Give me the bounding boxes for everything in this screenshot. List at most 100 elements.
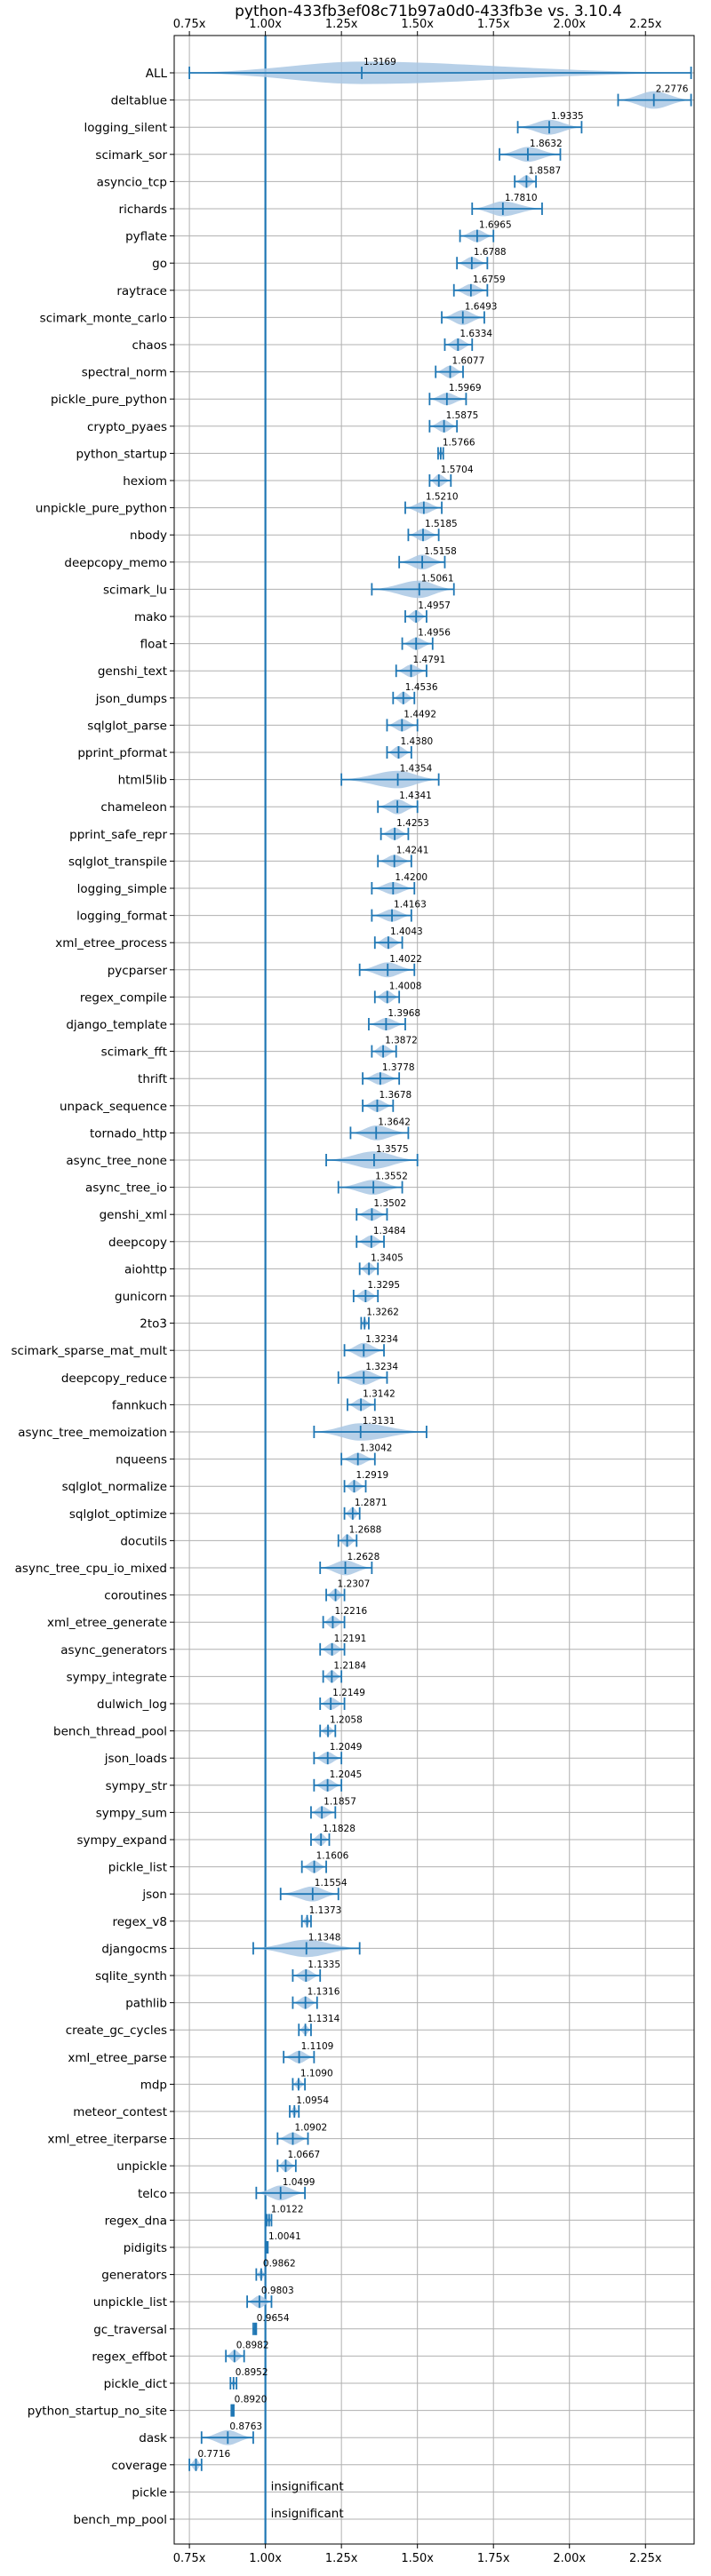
category-label: async_tree_cpu_io_mixed xyxy=(15,1562,167,1576)
value-label: 1.1828 xyxy=(323,1824,356,1834)
value-label: 1.2049 xyxy=(330,1742,363,1753)
value-label: 1.6077 xyxy=(452,356,485,367)
category-label: xml_etree_iterparse xyxy=(48,2133,168,2147)
value-label: 0.8982 xyxy=(236,2340,269,2350)
category-label: create_gc_cycles xyxy=(66,2023,167,2038)
category-label: mako xyxy=(134,610,167,624)
category-label: gunicorn xyxy=(115,1290,167,1304)
value-label: 1.3234 xyxy=(365,1334,398,1345)
value-label: 1.5766 xyxy=(443,437,475,448)
value-label: 1.2919 xyxy=(356,1470,388,1481)
value-label: 1.8587 xyxy=(528,165,561,176)
value-label: 1.3484 xyxy=(373,1226,406,1236)
category-label: deepcopy_memo xyxy=(64,556,167,570)
value-label: 1.3678 xyxy=(379,1090,411,1101)
axis-layer: 0.75x 0.75x 1.00x 1.00x 1.25x 1.25x 1.50x 1.50x… xyxy=(170,18,695,2565)
category-label: xml_etree_generate xyxy=(47,1616,167,1630)
value-label: 1.0041 xyxy=(268,2231,301,2242)
category-label: sqlite_synth xyxy=(95,1969,167,1984)
value-label: 1.4380 xyxy=(400,736,433,747)
value-label: 1.1316 xyxy=(308,1987,340,1998)
category-label: scimark_lu xyxy=(103,583,167,597)
value-label: 1.2628 xyxy=(348,1552,380,1562)
value-label: 1.2184 xyxy=(333,1660,366,1671)
category-label: json_dumps xyxy=(95,692,167,706)
value-label: 0.9654 xyxy=(257,2313,290,2324)
value-label: 1.3042 xyxy=(360,1443,393,1454)
value-label: 1.4008 xyxy=(389,981,422,991)
top-tick-label: 1.25x xyxy=(325,18,358,31)
value-label: 1.1606 xyxy=(316,1851,349,1862)
value-label: 1.1348 xyxy=(308,1932,341,1943)
category-label: 2to3 xyxy=(140,1317,167,1332)
category-label: scimark_sparse_mat_mult xyxy=(12,1344,167,1358)
value-label: 1.1109 xyxy=(301,2041,334,2052)
top-tick-label: 1.00x xyxy=(249,18,282,31)
category-label: deepcopy_reduce xyxy=(61,1371,167,1386)
value-label: 0.8952 xyxy=(236,2367,268,2378)
category-label: pprint_pformat xyxy=(77,746,167,760)
category-label: async_tree_io xyxy=(85,1181,167,1196)
bottom-tick-label: 1.00x xyxy=(249,2552,282,2565)
category-label: dulwich_log xyxy=(97,1697,167,1712)
top-tick-label: 0.75x xyxy=(173,18,206,31)
category-label: async_generators xyxy=(60,1643,167,1658)
value-label: 1.3552 xyxy=(375,1172,408,1182)
category-label: deepcopy xyxy=(108,1236,167,1250)
category-label: mdp xyxy=(140,2078,167,2092)
category-label: pycparser xyxy=(108,964,168,978)
category-label: logging_simple xyxy=(77,882,167,896)
category-label: deltablue xyxy=(111,94,167,108)
value-label: 1.3131 xyxy=(363,1416,395,1427)
value-label: 1.0667 xyxy=(287,2150,320,2160)
category-label: telco xyxy=(138,2187,167,2201)
category-label: tornado_http xyxy=(90,1126,167,1141)
category-label: sympy_integrate xyxy=(67,1670,167,1684)
category-label: pickle_pure_python xyxy=(51,393,167,407)
bottom-tick-label: 2.25x xyxy=(629,2552,662,2565)
value-label: 1.0122 xyxy=(271,2204,304,2214)
category-label: sqlglot_transpile xyxy=(68,855,167,869)
top-tick-label: 2.25x xyxy=(629,18,662,31)
category-label: aiohttp xyxy=(124,1262,167,1276)
value-label: 1.4536 xyxy=(405,682,438,693)
category-label: python_startup_no_site xyxy=(28,2405,167,2419)
value-label: 1.2871 xyxy=(355,1498,387,1508)
top-tick-label: 2.00x xyxy=(553,18,586,31)
value-label: 1.4022 xyxy=(389,954,422,965)
category-label: xml_etree_process xyxy=(55,936,167,950)
value-label: 1.3968 xyxy=(387,1008,420,1019)
value-label: 0.8920 xyxy=(235,2395,268,2405)
category-label: coroutines xyxy=(104,1589,167,1603)
value-label: 1.4957 xyxy=(418,600,451,611)
value-label: 1.2307 xyxy=(338,1579,371,1590)
category-label: logging_silent xyxy=(84,121,167,135)
value-label: 1.2045 xyxy=(330,1769,363,1780)
category-label: regex_dna xyxy=(105,2214,167,2228)
value-label: 2.2776 xyxy=(656,84,689,95)
value-label: 1.0954 xyxy=(296,2095,329,2106)
top-tick-label: 1.75x xyxy=(477,18,510,31)
category-label: json xyxy=(141,1888,167,1902)
value-label: 1.6965 xyxy=(479,220,512,231)
category-label: hexiom xyxy=(123,474,167,489)
bottom-tick-label: 1.75x xyxy=(477,2552,510,2565)
category-label: pidigits xyxy=(124,2241,167,2255)
value-label: 1.0499 xyxy=(283,2177,316,2188)
category-label: chameleon xyxy=(100,800,167,815)
category-label: pickle xyxy=(132,2485,167,2500)
category-label: pickle_list xyxy=(108,1861,167,1875)
category-label: float xyxy=(140,638,167,652)
insignificant-label: insignificant xyxy=(271,2479,344,2493)
category-label: ALL xyxy=(146,67,168,81)
value-label: 1.8632 xyxy=(530,139,563,149)
insignificant-label: insignificant xyxy=(271,2507,344,2521)
value-label: 1.2688 xyxy=(349,1524,382,1535)
category-label: genshi_text xyxy=(98,664,167,679)
plot-frame xyxy=(173,35,695,2545)
category-label: unpickle xyxy=(116,2159,167,2174)
category-label: generators xyxy=(101,2269,167,2283)
category-label: fannkuch xyxy=(112,1398,167,1412)
category-label: asyncio_tcp xyxy=(97,175,167,189)
